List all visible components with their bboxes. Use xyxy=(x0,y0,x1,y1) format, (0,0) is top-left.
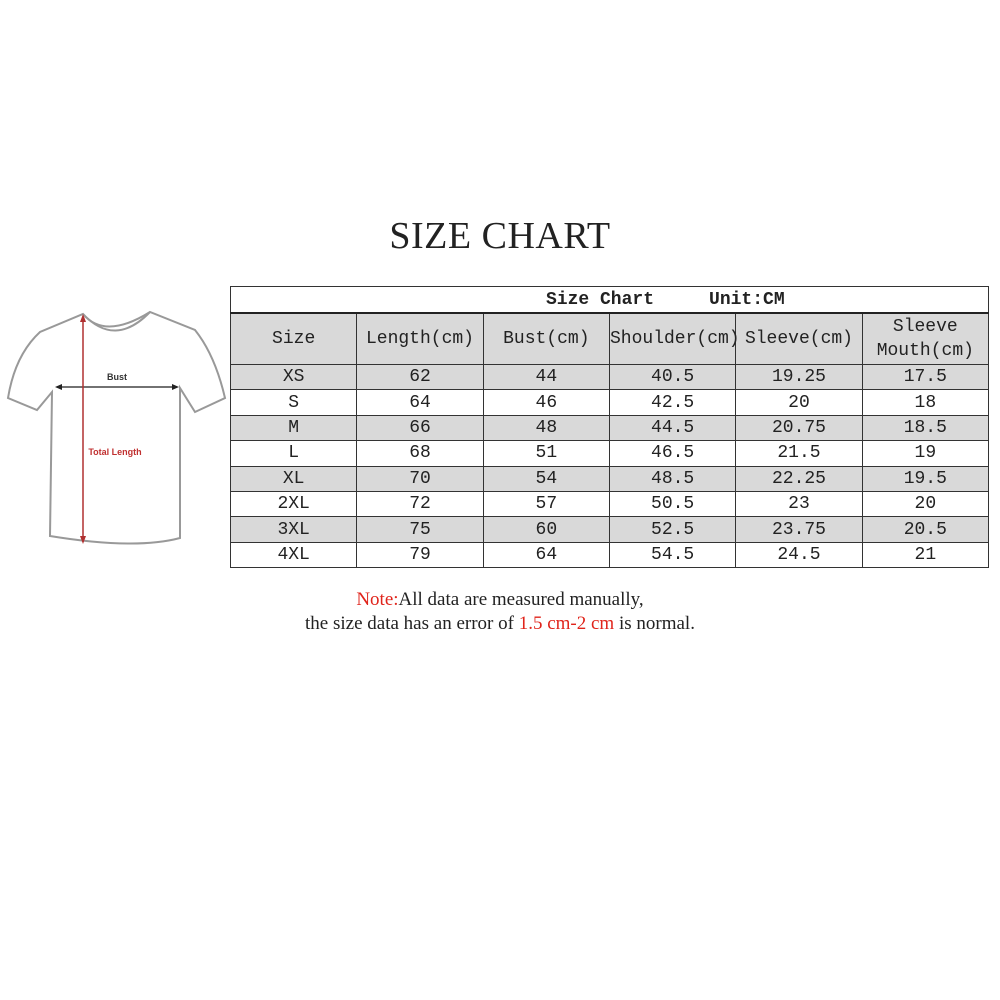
table-cell: 64 xyxy=(356,389,484,416)
column-header: Sleeve(cm) xyxy=(735,312,863,365)
table-cell: 2XL xyxy=(229,490,358,518)
table-cell: S xyxy=(229,389,358,416)
table-cell: 62 xyxy=(356,363,484,391)
tshirt-diagram: Bust Total Length xyxy=(6,310,227,545)
table-cell: 46 xyxy=(482,389,610,416)
table-cell: 64 xyxy=(482,541,610,569)
table-cell: 72 xyxy=(356,490,484,518)
table-cell: 54 xyxy=(482,465,610,492)
column-header: Size xyxy=(229,312,358,365)
bust-label: Bust xyxy=(107,372,127,382)
table-row: S 64 46 42.5 20 18 xyxy=(229,389,990,416)
table-cell: 60 xyxy=(482,516,610,543)
table-cell: 21 xyxy=(861,541,990,569)
table-row: XS 62 44 40.5 19.25 17.5 xyxy=(229,363,990,391)
table-caption-row: Size Chart Unit:CM xyxy=(230,286,989,314)
note-label: Note: xyxy=(356,589,399,610)
column-header: Bust(cm) xyxy=(482,312,610,365)
table-cell: 50.5 xyxy=(608,490,737,518)
table-cell: 20 xyxy=(861,490,990,518)
table-cell: 51 xyxy=(482,440,610,467)
table-row: XL 70 54 48.5 22.25 19.5 xyxy=(229,465,990,492)
table-cell: 46.5 xyxy=(608,440,737,467)
table-cell: M xyxy=(229,414,358,442)
table-cell: 44.5 xyxy=(608,414,737,442)
table-cell: 40.5 xyxy=(608,363,737,391)
table-caption: Size Chart xyxy=(546,289,655,310)
note-line2-pre: the size data has an error of xyxy=(305,613,519,634)
table-cell: 70 xyxy=(356,465,484,492)
table-cell: 22.25 xyxy=(735,465,863,492)
table-cell: 3XL xyxy=(229,516,358,543)
table-cell: 66 xyxy=(356,414,484,442)
table-row: 3XL 75 60 52.5 23.75 20.5 xyxy=(229,516,990,543)
size-table: Size Chart Unit:CM Size Length(cm) Bust(cm)… xyxy=(229,286,990,569)
table-cell: 17.5 xyxy=(861,363,990,391)
table-cell: 23.75 xyxy=(735,516,863,543)
table-header-row: Size Length(cm) Bust(cm) Shoulder(cm) Sleeve… xyxy=(229,312,990,365)
note-line1: All data are measured manually, xyxy=(398,589,644,610)
table-row: M 66 48 44.5 20.75 18.5 xyxy=(229,414,990,442)
table-cell: 57 xyxy=(482,490,610,518)
column-header: Sleeve Mouth(cm) xyxy=(861,312,990,365)
table-cell: 24.5 xyxy=(735,541,863,569)
table-cell: 18 xyxy=(861,389,990,416)
table-cell: 68 xyxy=(356,440,484,467)
table-cell: 20.75 xyxy=(735,414,863,442)
measurement-note: Note:All data are measured manually, the… xyxy=(0,588,1000,636)
table-row: 4XL 79 64 54.5 24.5 21 xyxy=(229,541,990,569)
table-cell: 21.5 xyxy=(735,440,863,467)
table-cell: 75 xyxy=(356,516,484,543)
table-cell: 79 xyxy=(356,541,484,569)
table-row: L 68 51 46.5 21.5 19 xyxy=(229,440,990,467)
table-cell: 44 xyxy=(482,363,610,391)
table-cell: 48.5 xyxy=(608,465,737,492)
table-cell: 48 xyxy=(482,414,610,442)
table-cell: L xyxy=(229,440,358,467)
table-row: 2XL 72 57 50.5 23 20 xyxy=(229,490,990,518)
total-length-label: Total Length xyxy=(88,447,141,457)
column-header: Length(cm) xyxy=(356,312,484,365)
table-cell: 19.25 xyxy=(735,363,863,391)
note-error-range: 1.5 cm-2 cm xyxy=(518,613,615,634)
table-cell: 4XL xyxy=(229,541,358,569)
column-header: Shoulder(cm) xyxy=(608,312,740,365)
table-cell: 19.5 xyxy=(861,465,990,492)
note-line2-post: is normal. xyxy=(614,613,695,634)
table-cell: 42.5 xyxy=(608,389,737,416)
page-title: SIZE CHART xyxy=(389,215,611,257)
table-cell: XL xyxy=(229,465,358,492)
table-cell: 54.5 xyxy=(608,541,737,569)
table-cell: 19 xyxy=(861,440,990,467)
table-unit: Unit:CM xyxy=(709,289,785,310)
table-cell: 20 xyxy=(735,389,863,416)
table-cell: 18.5 xyxy=(861,414,990,442)
table-cell: 23 xyxy=(735,490,863,518)
table-cell: 20.5 xyxy=(861,516,990,543)
table-cell: 52.5 xyxy=(608,516,737,543)
table-cell: XS xyxy=(229,363,358,391)
